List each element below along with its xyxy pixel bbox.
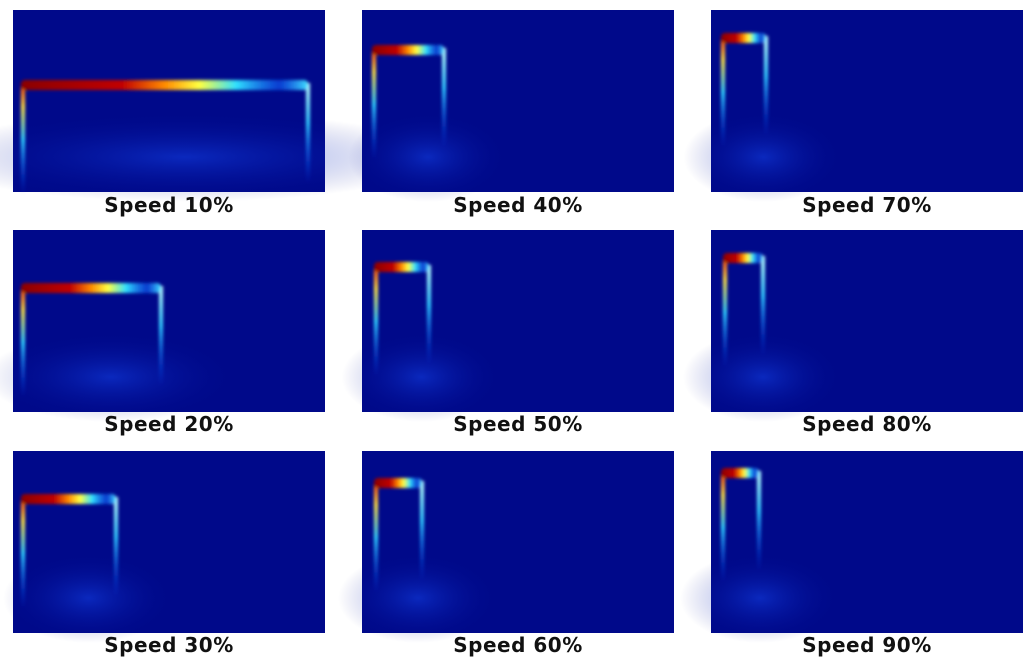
top-trace xyxy=(21,283,161,293)
panel xyxy=(683,230,1023,422)
right-trace xyxy=(114,497,118,598)
heatmap-glow xyxy=(0,112,443,202)
left-trace xyxy=(374,483,378,593)
right-trace xyxy=(761,256,765,357)
right-trace xyxy=(757,471,761,572)
right-trace xyxy=(442,48,446,149)
panel-caption: Speed 20% xyxy=(104,412,234,436)
top-trace xyxy=(372,45,444,55)
heatmap-trace xyxy=(374,478,424,593)
top-trace xyxy=(21,494,116,504)
panel-caption: Speed 70% xyxy=(802,193,932,217)
heatmap-glow xyxy=(683,112,844,202)
heatmap-glow xyxy=(338,553,498,643)
panel xyxy=(0,10,443,202)
panel-caption: Speed 60% xyxy=(453,633,583,657)
right-trace xyxy=(159,286,163,387)
panel-caption: Speed 40% xyxy=(453,193,583,217)
right-trace xyxy=(427,265,431,366)
left-trace xyxy=(721,38,725,148)
heatmap-trace xyxy=(374,262,431,377)
heatmap-trace xyxy=(723,253,765,368)
top-trace xyxy=(21,80,308,90)
heatmap-glow xyxy=(348,112,508,202)
right-trace xyxy=(306,83,310,184)
right-trace xyxy=(764,36,768,137)
panel xyxy=(680,451,1023,643)
top-trace xyxy=(723,253,763,263)
panel xyxy=(683,10,1023,202)
heatmap-trace xyxy=(21,80,310,195)
left-trace xyxy=(372,50,376,160)
heatmap-trace xyxy=(721,468,761,583)
panel xyxy=(3,451,325,643)
heatmap-trace xyxy=(721,33,768,148)
left-trace xyxy=(723,258,727,368)
heatmap-glow xyxy=(341,332,502,422)
top-trace xyxy=(721,33,766,43)
heatmap-trace xyxy=(372,45,446,160)
left-trace xyxy=(721,473,725,583)
top-trace xyxy=(721,468,759,478)
heatmap-glow xyxy=(3,553,174,643)
panel xyxy=(338,451,674,643)
panel xyxy=(0,230,325,422)
panel-caption: Speed 80% xyxy=(802,412,932,436)
left-trace xyxy=(21,288,25,398)
heatmap-glow xyxy=(680,553,840,643)
panel xyxy=(341,230,674,422)
top-trace xyxy=(374,262,429,272)
panel-caption: Speed 30% xyxy=(104,633,234,657)
left-trace xyxy=(21,499,25,609)
left-trace xyxy=(374,267,378,377)
panel xyxy=(348,10,674,202)
panel-caption: Speed 10% xyxy=(104,193,234,217)
heatmap-glow xyxy=(0,332,237,422)
top-trace xyxy=(374,478,422,488)
panel-caption: Speed 90% xyxy=(802,633,932,657)
panel-caption: Speed 50% xyxy=(453,412,583,436)
heatmap-trace xyxy=(21,494,118,609)
heatmap-trace xyxy=(21,283,163,398)
left-trace xyxy=(21,85,25,195)
right-trace xyxy=(420,481,424,582)
